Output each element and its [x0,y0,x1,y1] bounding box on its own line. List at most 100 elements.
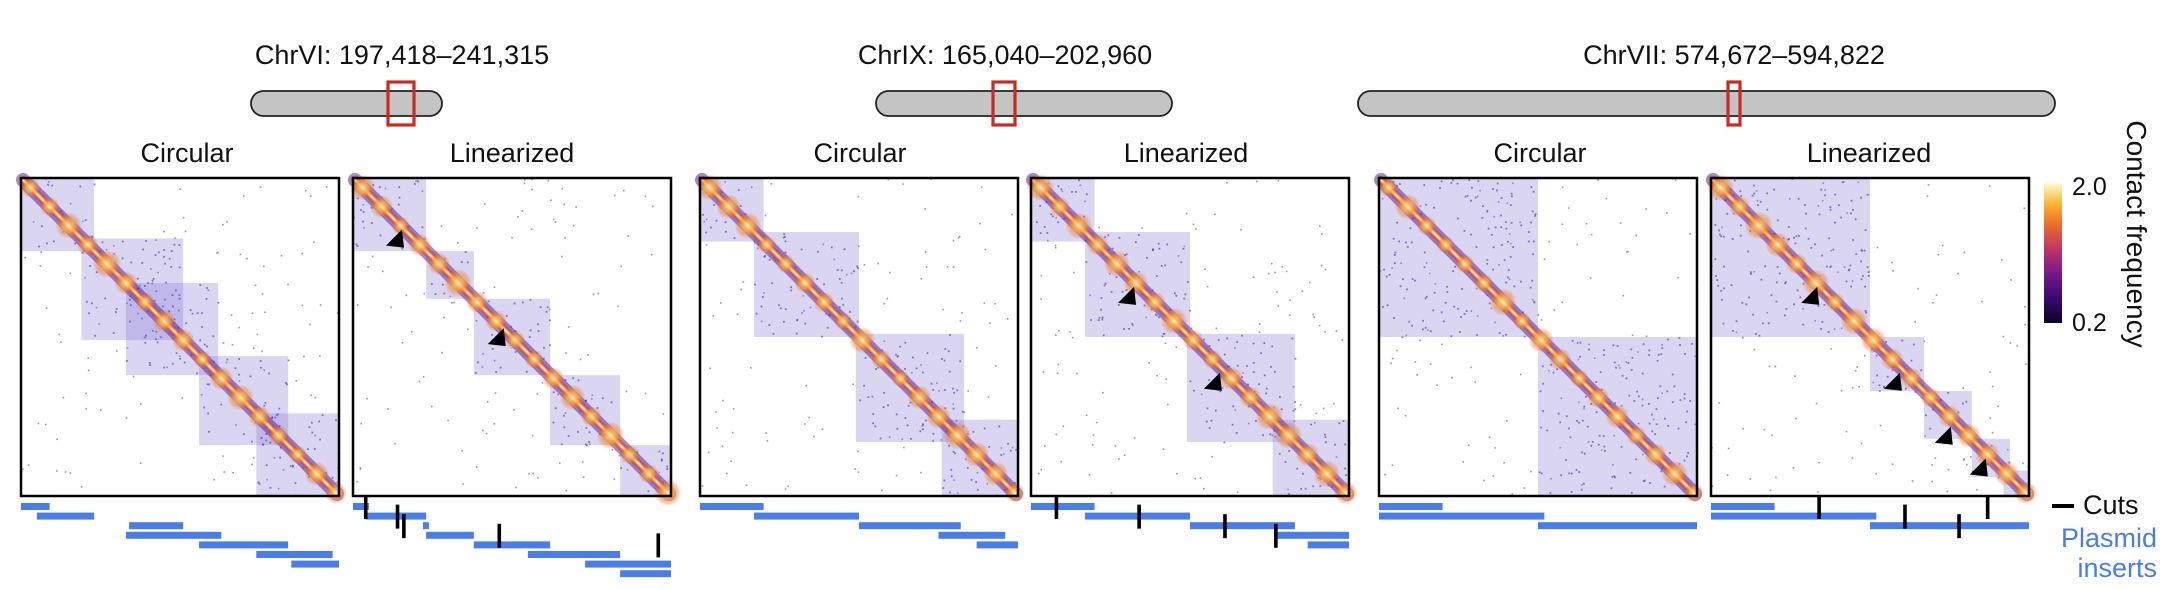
inserts-circular [21,503,339,568]
panel-title-chrVII-linearized: Linearized [1806,138,1932,168]
noise-dot [184,230,187,233]
noise-dot [959,320,962,322]
block-speckle [151,279,154,282]
block-speckle [840,269,843,272]
block-speckle [543,346,545,349]
block-speckle [1863,249,1866,252]
block-speckle [1450,181,1453,184]
noise-dot [263,369,265,371]
noise-dot [809,306,812,309]
block-speckle [1252,371,1255,374]
block-speckle [1677,427,1680,430]
diagonal-spot [581,406,602,427]
noise-dot [213,478,216,481]
block-speckle [1741,301,1744,304]
noise-dot [1073,271,1075,274]
noise-dot [441,351,443,354]
noise-dot [1661,392,1663,395]
noise-dot [511,236,513,239]
noise-dot [625,390,628,393]
noise-dot [953,479,955,482]
block-speckle [778,304,780,307]
block-speckle [1766,208,1769,211]
block-speckle [199,284,202,286]
arrowhead-marker [1969,458,1988,477]
block-speckle [1270,365,1272,368]
noise-dot [888,436,891,438]
noise-dot [1774,365,1777,368]
block-speckle [1664,417,1666,420]
block-speckle [1758,334,1761,337]
block-speckle [1648,354,1650,356]
block-speckle [724,230,727,233]
noise-dot [575,206,577,208]
noise-dot [1047,239,1049,242]
noise-dot [521,210,524,212]
block-speckle [136,277,139,280]
noise-dot [1318,324,1321,327]
block-speckle [1784,282,1787,285]
block-speckle [1827,331,1830,333]
noise-dot [39,264,42,267]
block-speckle [356,245,359,247]
noise-dot [1379,270,1382,272]
noise-dot [1519,221,1521,224]
block-speckle [932,432,935,435]
noise-dot [1462,461,1465,463]
block-speckle [1845,280,1848,283]
noise-dot [644,392,647,395]
block-speckle [1542,382,1545,385]
block-speckle [1043,226,1046,228]
block-speckle [1342,420,1345,422]
block-speckle [864,356,867,359]
noise-dot [984,248,987,251]
block-speckle [1883,386,1885,389]
noise-dot [140,403,142,405]
noise-dot [1814,320,1816,322]
noise-dot [850,272,853,275]
block-speckle [1440,311,1443,314]
block-speckle [141,317,144,320]
noise-dot [956,492,959,494]
block-speckle [896,427,899,430]
noise-dot [1694,423,1696,426]
block-speckle [1820,327,1822,330]
noise-dot [1206,285,1209,288]
diagonal-spot [324,481,347,504]
noise-dot [1190,327,1193,329]
block-speckle [46,242,48,245]
diagonal-spot [1489,288,1517,316]
block-speckle [1482,205,1484,207]
plasmid-insert-bar [21,503,50,510]
block-speckle [178,297,181,300]
noise-dot [567,326,570,328]
noise-dot [366,397,368,400]
diagonal-spot [1938,405,1961,428]
noise-dot [980,186,983,189]
block-speckle [983,427,986,430]
noise-dot [1441,343,1443,346]
noise-dot [1494,321,1496,324]
diagonal-spot [1570,369,1589,388]
noise-dot [1057,363,1060,366]
block-speckle [1466,194,1469,197]
noise-dot [1768,365,1771,368]
block-speckle [308,426,311,429]
block-speckle [200,312,203,315]
block-speckle [601,397,604,400]
noise-dot [1645,208,1647,210]
noise-dot [1830,265,1832,267]
noise-dot [1114,445,1117,447]
block-speckle [1452,270,1455,273]
block-speckle [1232,405,1235,408]
block-speckle [879,437,882,440]
noise-dot [222,342,225,344]
block-speckle [1155,275,1158,278]
block-speckle [948,370,951,373]
noise-dot [1926,195,1929,198]
plasmid-insert-bar [422,522,429,530]
block-speckle [1345,474,1348,477]
block-speckle [1659,385,1662,388]
noise-dot [1879,424,1882,427]
block-speckle [1529,286,1532,289]
